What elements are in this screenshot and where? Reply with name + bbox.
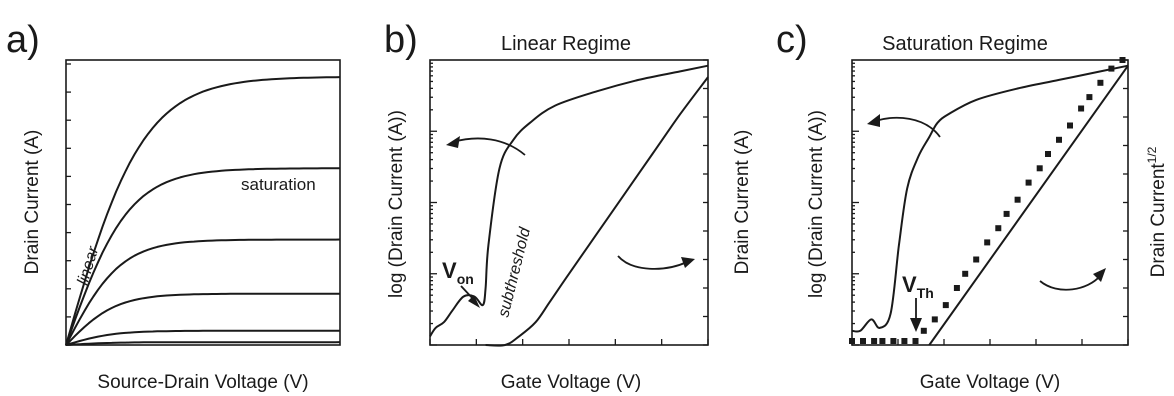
panel-b-xlabel: Gate Voltage (V) (501, 372, 641, 393)
panel-c-sqrt-marker (1036, 165, 1043, 172)
panel-c-sqrt-marker (1014, 196, 1021, 203)
panel-a: a) Drain Current (A) Source-Drain Voltag… (6, 19, 341, 393)
panel-a-saturation-label: saturation (241, 175, 316, 194)
panel-c-sqrt-marker (1067, 122, 1073, 129)
panel-a-linear-label: linear (75, 244, 103, 287)
panel-b-subthreshold-label: subthreshold (495, 225, 534, 319)
panel-a-output-curve (65, 167, 340, 346)
panel-c-sqrt-marker (1056, 136, 1062, 143)
panel-c-right-arrow-curve (1039, 275, 1101, 291)
panel-c-sqrt-marker (1097, 79, 1104, 86)
panel-b-label: b) (384, 19, 418, 61)
panel-c-sqrt-marker (942, 302, 949, 309)
panel-c-left-arrow-head (867, 114, 880, 127)
panel-b: b) Linear Regime log (Drain Current (A))… (384, 19, 753, 393)
panel-c-sqrt-marker (1045, 151, 1051, 157)
panel-b-von-arrow-head (468, 295, 480, 308)
panel-b-linear-curve (485, 76, 709, 347)
panel-c-sqrt-marker (973, 256, 980, 263)
panel-c-log-curve (851, 64, 1129, 333)
panel-a-frame (65, 59, 341, 346)
panel-c-sqrt-marker (860, 338, 866, 344)
panel-c-sqrt-marker (849, 338, 855, 344)
panel-c-sqrt-marker (984, 239, 991, 246)
panel-c-xlabel: Gate Voltage (V) (920, 372, 1060, 393)
panel-c-sqrt-marker (901, 338, 908, 344)
panel-b-ylabel-left: log (Drain Current (A)) (386, 110, 407, 298)
panel-c-sqrt-marker (890, 338, 897, 344)
panel-b-von-label: Von (442, 258, 474, 287)
panel-c-sqrt-marker (931, 316, 938, 323)
panel-c-sqrt-marker (912, 338, 919, 344)
panel-c-vth-main: V (902, 272, 917, 297)
panel-b-left-arrow-head (446, 136, 460, 148)
panel-b-left-arrow-curve (452, 137, 526, 156)
panel-c-sqrt-marker (1108, 65, 1115, 72)
panel-a-label: a) (6, 19, 40, 61)
panel-c-right-arrow-head (1093, 268, 1106, 282)
panel-c-ylabel-left: log (Drain Current (A)) (806, 110, 827, 298)
panel-b-von-main: V (442, 258, 457, 283)
panel-c-ylabel-right: Drain Current1/2 (1145, 146, 1169, 277)
panel-b-ylabel-right: Drain Current (A) (732, 130, 753, 275)
panel-c-sqrt-marker (920, 327, 927, 334)
panel-c-sqrt-marker (879, 338, 886, 344)
panel-b-von-sub: on (457, 271, 474, 287)
panel-c-sqrt-marker (871, 338, 878, 344)
panel-b-right-arrow-curve (617, 255, 688, 270)
panel-c-sqrt-marker (1025, 179, 1032, 186)
panel-a-output-curve (65, 341, 341, 346)
panel-c-ylabel-right-text: Drain Current (1148, 163, 1169, 278)
panel-b-log-curve (429, 64, 709, 337)
panel-c-title: Saturation Regime (882, 33, 1048, 55)
panel-c-sqrt-marker (1086, 94, 1093, 101)
panel-c-vth-sub: Th (917, 285, 934, 301)
panel-c-ylabel-right-sup: 1/2 (1145, 146, 1159, 163)
panel-c-fit-line (928, 65, 1129, 346)
panel-c-label: c) (776, 19, 808, 61)
panel-a-output-curve (65, 329, 340, 346)
panel-a-output-curve (65, 238, 341, 346)
panel-c-sqrt-marker (1078, 105, 1085, 112)
panel-a-curves (65, 76, 341, 346)
panel-c-sqrt-marker (962, 270, 969, 277)
panel-a-output-curve (65, 76, 341, 346)
panel-c-vth-arrow-head (910, 318, 922, 332)
panel-b-right-arrow-head (681, 257, 695, 268)
panel-c: c) Saturation Regime log (Drain Current … (776, 19, 1169, 393)
panel-c-sqrt-markers (849, 57, 1126, 344)
panel-a-ylabel: Drain Current (A) (22, 130, 43, 275)
panel-b-ticks (429, 59, 709, 346)
panel-c-sqrt-marker (953, 285, 960, 291)
panel-a-output-curve (65, 292, 340, 346)
panel-c-vth-label: VTh (902, 272, 934, 301)
panel-a-xlabel: Source-Drain Voltage (V) (97, 372, 308, 393)
panel-c-sqrt-marker (1003, 210, 1010, 217)
panel-c-sqrt-marker (1119, 57, 1126, 63)
panel-b-title: Linear Regime (501, 33, 631, 55)
panel-c-ylabel-left-text: log (Drain Current (A)) (806, 110, 827, 298)
panel-c-left-arrow-curve (874, 116, 941, 138)
panel-c-sqrt-marker (995, 225, 1002, 232)
